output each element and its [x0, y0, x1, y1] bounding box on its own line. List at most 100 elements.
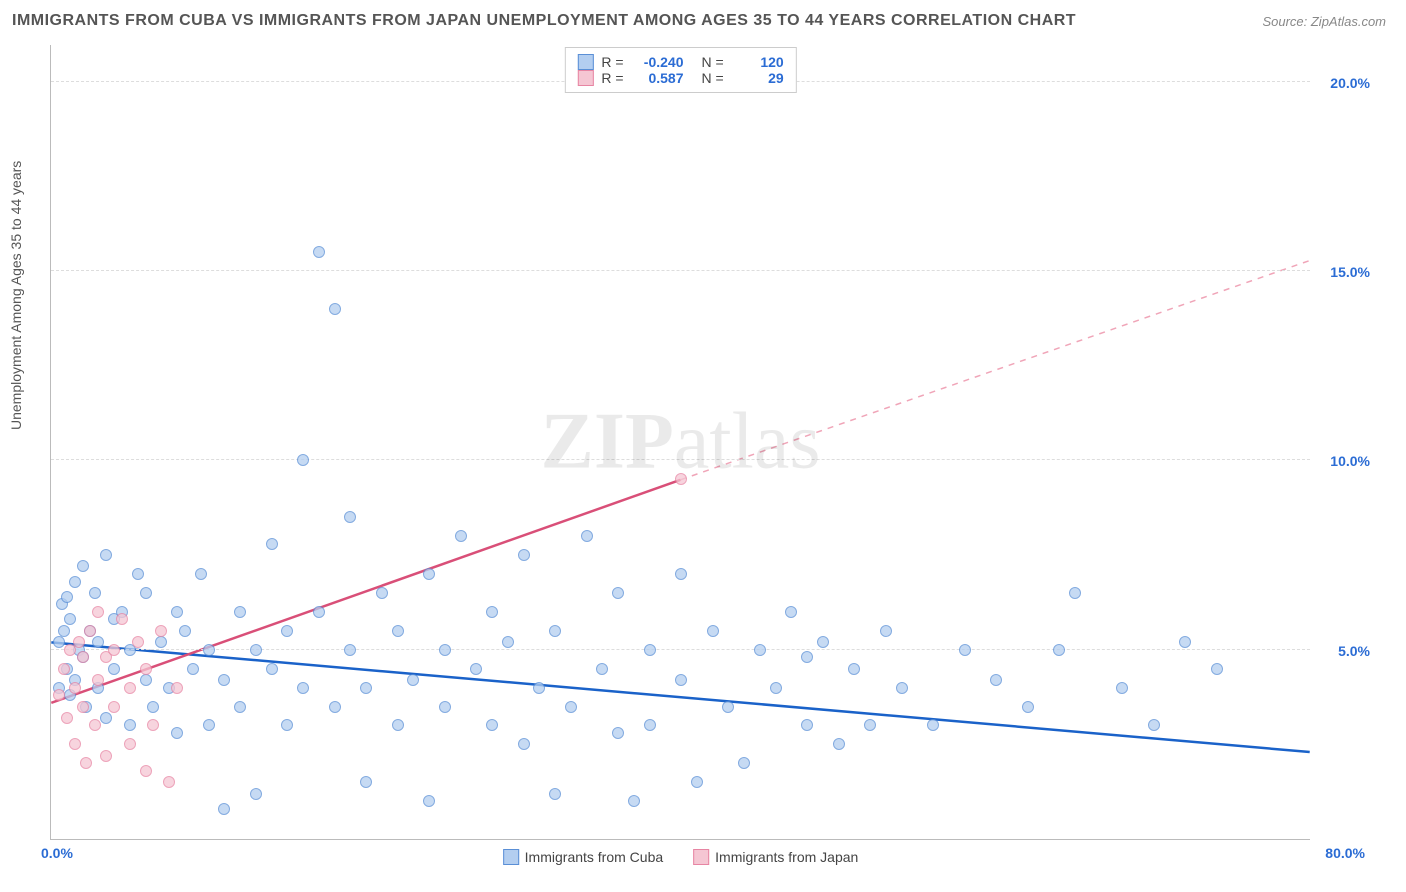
n-label: N =: [702, 54, 724, 70]
point-cuba: [722, 701, 734, 713]
point-cuba: [297, 682, 309, 694]
point-cuba: [100, 712, 112, 724]
point-cuba: [1069, 587, 1081, 599]
legend-item-japan: Immigrants from Japan: [693, 849, 858, 865]
point-cuba: [864, 719, 876, 731]
point-cuba: [439, 644, 451, 656]
point-cuba: [801, 719, 813, 731]
point-cuba: [140, 587, 152, 599]
point-japan: [132, 636, 144, 648]
point-japan: [73, 636, 85, 648]
r-label: R =: [601, 54, 623, 70]
point-cuba: [675, 674, 687, 686]
point-cuba: [439, 701, 451, 713]
point-cuba: [612, 727, 624, 739]
point-cuba: [990, 674, 1002, 686]
point-cuba: [754, 644, 766, 656]
point-cuba: [518, 738, 530, 750]
point-cuba: [171, 606, 183, 618]
point-cuba: [1116, 682, 1128, 694]
r-value: 0.587: [632, 70, 684, 86]
swatch-cuba-icon: [577, 54, 593, 70]
point-japan: [675, 473, 687, 485]
point-cuba: [833, 738, 845, 750]
point-japan: [124, 738, 136, 750]
point-cuba: [147, 701, 159, 713]
point-cuba: [628, 795, 640, 807]
point-japan: [80, 757, 92, 769]
point-cuba: [549, 625, 561, 637]
point-cuba: [707, 625, 719, 637]
point-japan: [116, 613, 128, 625]
point-cuba: [1211, 663, 1223, 675]
point-cuba: [770, 682, 782, 694]
point-japan: [84, 625, 96, 637]
point-cuba: [407, 674, 419, 686]
point-japan: [140, 765, 152, 777]
point-cuba: [281, 719, 293, 731]
point-cuba: [313, 606, 325, 618]
point-cuba: [179, 625, 191, 637]
point-cuba: [329, 701, 341, 713]
point-cuba: [250, 788, 262, 800]
point-cuba: [423, 568, 435, 580]
point-cuba: [1022, 701, 1034, 713]
chart-area: ZIPatlas R = -0.240 N = 120 R = 0.587 N …: [50, 45, 1310, 840]
point-cuba: [69, 576, 81, 588]
point-cuba: [124, 719, 136, 731]
point-japan: [53, 689, 65, 701]
point-cuba: [392, 719, 404, 731]
y-tick-label: 10.0%: [1330, 453, 1370, 469]
point-cuba: [344, 511, 356, 523]
y-tick-label: 15.0%: [1330, 264, 1370, 280]
gridline: [51, 270, 1310, 271]
point-cuba: [502, 636, 514, 648]
point-japan: [69, 738, 81, 750]
point-cuba: [140, 674, 152, 686]
point-cuba: [171, 727, 183, 739]
point-cuba: [423, 795, 435, 807]
legend-stats-row-japan: R = 0.587 N = 29: [577, 70, 783, 86]
n-label: N =: [702, 70, 724, 86]
swatch-japan-icon: [577, 70, 593, 86]
point-cuba: [329, 303, 341, 315]
point-cuba: [738, 757, 750, 769]
point-cuba: [187, 663, 199, 675]
point-cuba: [266, 663, 278, 675]
point-japan: [77, 651, 89, 663]
point-japan: [92, 606, 104, 618]
point-cuba: [297, 454, 309, 466]
point-cuba: [344, 644, 356, 656]
x-tick-left: 0.0%: [41, 845, 73, 861]
y-tick-label: 20.0%: [1330, 75, 1370, 91]
point-cuba: [132, 568, 144, 580]
point-cuba: [1179, 636, 1191, 648]
point-cuba: [218, 803, 230, 815]
point-cuba: [470, 663, 482, 675]
point-japan: [140, 663, 152, 675]
point-japan: [89, 719, 101, 731]
point-japan: [69, 682, 81, 694]
point-cuba: [100, 549, 112, 561]
y-axis-label: Unemployment Among Ages 35 to 44 years: [8, 161, 24, 430]
point-cuba: [313, 246, 325, 258]
point-cuba: [959, 644, 971, 656]
point-cuba: [612, 587, 624, 599]
legend-series: Immigrants from Cuba Immigrants from Jap…: [503, 849, 859, 865]
legend-stats-row-cuba: R = -0.240 N = 120: [577, 54, 783, 70]
point-japan: [100, 750, 112, 762]
source-attribution: Source: ZipAtlas.com: [1262, 14, 1386, 29]
watermark-bold: ZIP: [541, 398, 674, 486]
point-japan: [155, 625, 167, 637]
point-cuba: [533, 682, 545, 694]
point-cuba: [848, 663, 860, 675]
point-cuba: [360, 776, 372, 788]
point-cuba: [376, 587, 388, 599]
swatch-japan-icon: [693, 849, 709, 865]
point-cuba: [92, 636, 104, 648]
point-cuba: [896, 682, 908, 694]
r-label: R =: [601, 70, 623, 86]
legend-stats: R = -0.240 N = 120 R = 0.587 N = 29: [564, 47, 796, 93]
point-japan: [147, 719, 159, 731]
point-cuba: [234, 606, 246, 618]
